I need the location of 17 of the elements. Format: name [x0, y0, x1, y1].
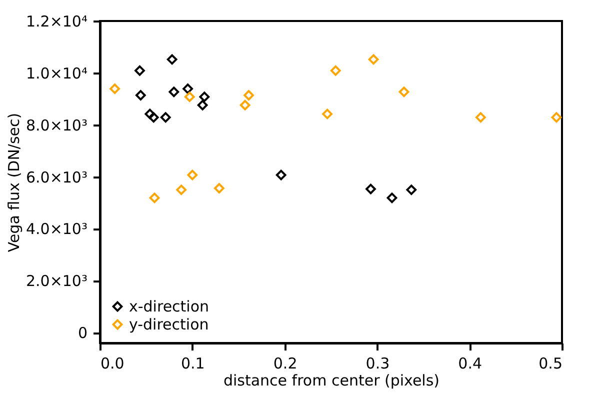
legend-label: y-direction: [129, 316, 209, 334]
legend-label: x-direction: [129, 298, 210, 316]
x-tick-label: 0.1: [180, 354, 205, 372]
y-tick-label: 2.0×10³: [26, 272, 88, 290]
x-tick-label: 0.4: [458, 354, 482, 372]
x-tick-label: 0.0: [100, 354, 124, 372]
y-tick-label: 1.2×10⁴: [26, 12, 88, 30]
x-tick-label: 0.5: [538, 354, 562, 372]
y-tick-label: 0: [78, 324, 88, 342]
y-tick-label: 6.0×10³: [26, 168, 88, 186]
y-tick-label: 1.0×10⁴: [26, 64, 88, 82]
y-tick-label: 4.0×10³: [26, 220, 88, 238]
x-tick-label: 0.3: [366, 354, 390, 372]
y-tick-label: 8.0×10³: [26, 116, 88, 134]
x-axis-title: distance from center (pixels): [223, 372, 440, 390]
x-tick-label: 0.2: [273, 354, 298, 372]
y-axis-title: Vega flux (DN/sec): [4, 112, 23, 252]
